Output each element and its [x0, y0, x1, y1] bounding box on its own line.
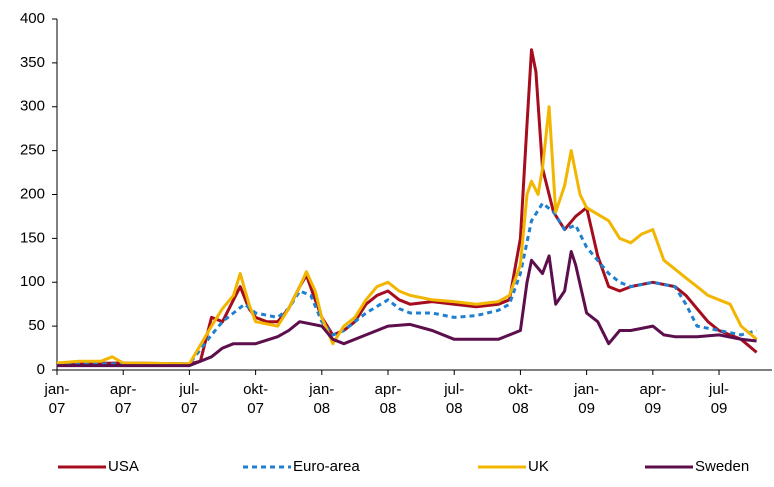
legend-label: Euro-area	[293, 458, 360, 475]
y-tick-label: 150	[20, 229, 45, 246]
y-tick-label: 400	[20, 10, 45, 27]
y-tick-label: 250	[20, 142, 45, 159]
series-line	[57, 201, 758, 366]
legend-label: USA	[108, 458, 139, 475]
legend-label: UK	[528, 458, 549, 475]
y-tick-label: 50	[28, 317, 45, 334]
x-tick-label: jan-07	[44, 381, 70, 417]
x-tick-label: jul-09	[709, 381, 730, 417]
x-tick-label: jul-07	[179, 381, 200, 417]
x-tick-label: jul-08	[444, 381, 465, 417]
x-tick-label: okt-08	[507, 381, 533, 417]
y-tick-label: 300	[20, 98, 45, 115]
x-tick-label: apr-08	[374, 381, 402, 417]
x-tick-label: jan-08	[309, 381, 335, 417]
y-tick-label: 350	[20, 54, 45, 71]
x-tick-label: apr-07	[109, 381, 137, 417]
x-tick-label: jan-09	[574, 381, 600, 417]
x-tick-label: okt-07	[243, 381, 269, 417]
y-tick-label: 200	[20, 185, 45, 202]
series-line	[56, 105, 758, 366]
series-line	[56, 48, 758, 366]
y-tick-label: 100	[20, 273, 45, 290]
legend-label: Sweden	[695, 458, 749, 475]
x-tick-label: apr-09	[639, 381, 667, 417]
series-line	[57, 250, 757, 368]
y-tick-label: 0	[37, 361, 45, 378]
